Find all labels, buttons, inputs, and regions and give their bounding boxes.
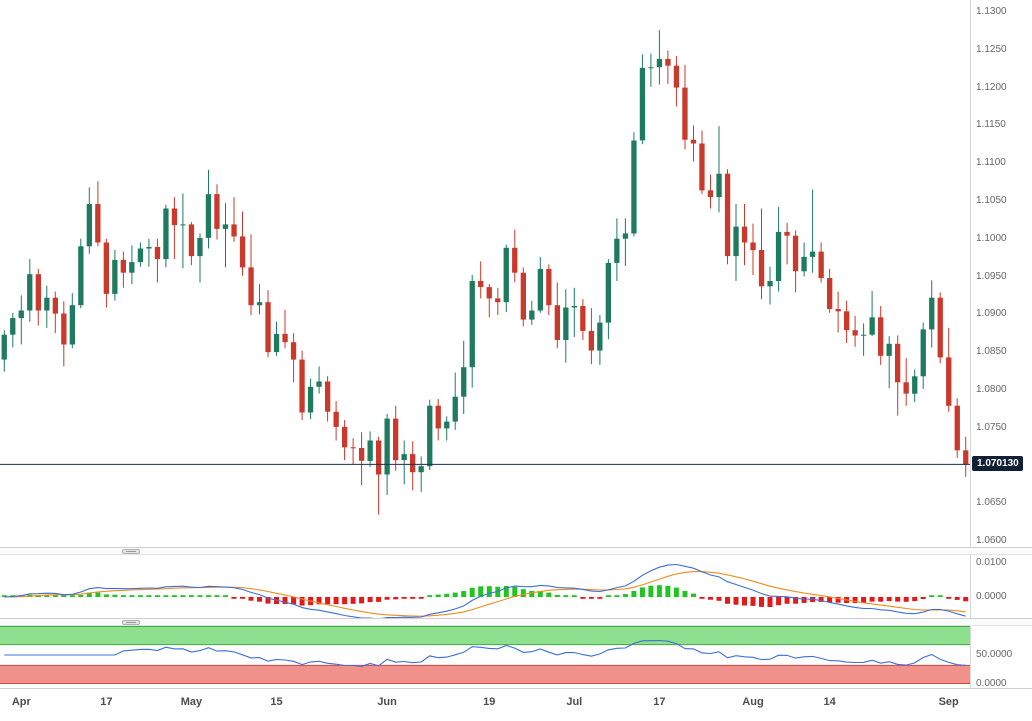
price-tick-label: 1.0650 <box>976 497 1007 509</box>
oversold-band <box>0 665 970 684</box>
panel-separator-2 <box>0 618 1032 626</box>
price-tick-label: 1.0800 <box>976 383 1007 395</box>
price-tick-label: 1.1150 <box>976 119 1006 131</box>
panel-separator-1 <box>0 547 1032 555</box>
price-tick-label: 1.0600 <box>976 535 1007 546</box>
macd-panel: 0.0100 0.0000 <box>0 555 1032 618</box>
price-tick-label: 1.1250 <box>976 43 1007 55</box>
macd-histogram-layer <box>1 585 969 607</box>
time-axis-label: Aug <box>742 696 764 708</box>
price-panel: 1.070130 1.1300 1.1250 1.1200 1.1150 1.1100 1… <box>0 0 1032 547</box>
rsi-tick-label: 50.0000 <box>976 649 1013 660</box>
candles-layer <box>1 30 969 515</box>
macd-tick-label: 0.0000 <box>976 591 1007 602</box>
panel-resize-handle-icon[interactable] <box>122 620 140 625</box>
time-axis-label: 19 <box>483 696 496 708</box>
price-tick-label: 1.0850 <box>976 346 1007 358</box>
macd-chart-canvas[interactable] <box>0 555 970 618</box>
overbought-band <box>0 626 970 645</box>
price-tick-label: 1.1100 <box>976 157 1006 169</box>
price-tick-label: 1.0900 <box>976 308 1007 320</box>
time-axis-label: 15 <box>270 696 283 708</box>
macd-axis: 0.0100 0.0000 <box>970 555 1032 618</box>
time-axis-label: Jul <box>566 696 583 708</box>
time-axis-label: 17 <box>653 696 666 708</box>
time-axis-label: 14 <box>823 696 836 708</box>
time-axis-label: 17 <box>100 696 113 708</box>
rsi-line <box>4 639 966 667</box>
rsi-tick-label: 0.0000 <box>976 678 1007 689</box>
macd-signal-line <box>4 571 966 617</box>
rsi-chart-canvas[interactable] <box>0 626 970 688</box>
price-tick-label: 1.1000 <box>976 232 1007 244</box>
current-price-badge: 1.070130 <box>972 456 1023 472</box>
price-tick-label: 1.1200 <box>976 81 1007 93</box>
panel-resize-handle-icon[interactable] <box>122 549 140 554</box>
price-tick-label: 1.0750 <box>976 421 1007 433</box>
rsi-panel: 50.0000 0.0000 <box>0 626 1032 689</box>
macd-line <box>4 563 966 618</box>
time-axis-label: Sep <box>938 696 959 708</box>
price-axis: 1.070130 1.1300 1.1250 1.1200 1.1150 1.1100 1… <box>970 0 1032 547</box>
price-tick-label: 1.0950 <box>976 270 1007 282</box>
macd-tick-label: 0.0100 <box>976 557 1007 568</box>
rsi-axis: 50.0000 0.0000 <box>970 626 1032 689</box>
price-tick-label: 1.1050 <box>976 194 1007 206</box>
time-axis-label: Jun <box>377 696 397 708</box>
time-axis: Apr 17 May 15 Jun 19 Jul 17 Aug 14 Sep <box>0 688 1032 721</box>
time-axis-label: Apr <box>11 696 31 708</box>
time-axis-label: May <box>180 696 203 708</box>
price-tick-label: 1.1300 <box>976 6 1007 17</box>
price-chart-canvas[interactable] <box>0 0 970 547</box>
